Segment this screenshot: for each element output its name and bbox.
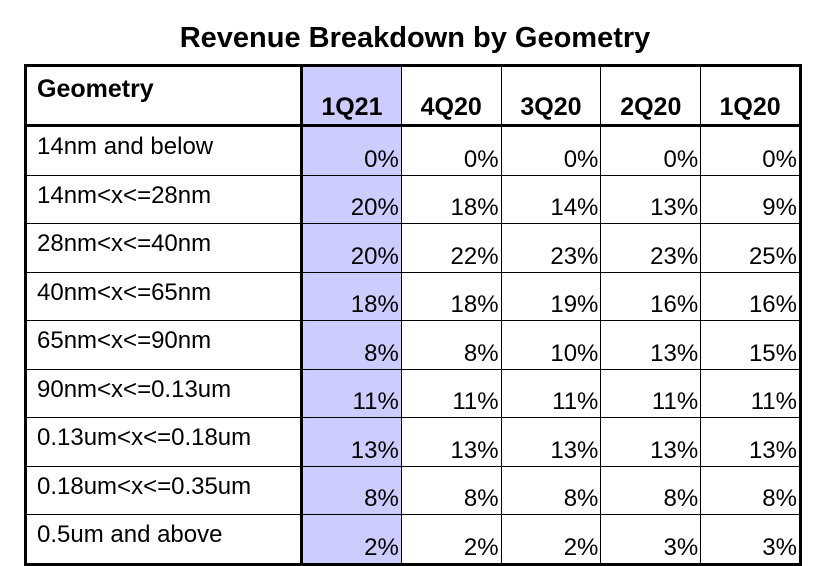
- column-header-1q20: 1Q20: [700, 65, 801, 127]
- value-cell-2q20: 11%: [600, 369, 702, 418]
- geometry-label: 0.5um and above: [25, 514, 303, 564]
- value-cell-1q21: 13%: [301, 417, 402, 467]
- value-cell-2q20: 13%: [600, 320, 702, 370]
- table-row: 0.18um<x<=0.35um 8% 8% 8% 8% 8%: [25, 466, 801, 515]
- geometry-label: 90nm<x<=0.13um: [25, 369, 303, 418]
- table-body: 14nm and below 0% 0% 0% 0% 0% 14nm<x<=28nm 20% 1…: [25, 125, 801, 564]
- value-cell-2q20: 13%: [600, 417, 702, 467]
- table-row: 14nm and below 0% 0% 0% 0% 0%: [25, 125, 801, 176]
- value-cell-3q20: 19%: [501, 272, 602, 321]
- geometry-label: 14nm and below: [25, 125, 303, 176]
- value-cell-3q20: 13%: [501, 417, 602, 467]
- value-cell-1q21: 8%: [301, 320, 402, 370]
- value-cell-4q20: 0%: [401, 125, 502, 176]
- value-cell-1q21: 8%: [301, 466, 402, 515]
- header-row: Geometry 1Q21 4Q20 3Q20 2Q20 1Q20: [25, 65, 801, 127]
- value-cell-4q20: 13%: [401, 417, 502, 467]
- value-cell-1q20: 3%: [762, 533, 797, 561]
- column-header-2q20: 2Q20: [600, 65, 702, 127]
- table-row: 14nm<x<=28nm 20% 18% 14% 13% 9%: [25, 175, 801, 224]
- geometry-label: 65nm<x<=90nm: [25, 320, 303, 370]
- value-cell-4q20: 18%: [401, 175, 502, 224]
- value-cell-4q20: 8%: [401, 466, 502, 515]
- value-cell-1q20: 8%: [700, 466, 801, 515]
- value-cell-2q20: 0%: [600, 125, 702, 176]
- geometry-label: 14nm<x<=28nm: [25, 175, 303, 224]
- table-row: 40nm<x<=65nm 18% 18% 19% 16% 16%: [25, 272, 801, 321]
- value-cell-1q20: 0%: [700, 125, 801, 176]
- value-cell-2q20: 3%: [600, 514, 702, 564]
- table-title: Revenue Breakdown by Geometry: [179, 22, 651, 54]
- column-header-1q21: 1Q21: [301, 65, 402, 127]
- geometry-label: 0.18um<x<=0.35um: [25, 466, 303, 515]
- geometry-column-header: Geometry: [25, 65, 303, 127]
- value-cell-4q20: 2%: [401, 514, 502, 564]
- value-cell-1q21: 2%: [301, 514, 402, 564]
- value-cell-2q20: 13%: [600, 175, 702, 224]
- value-cell-1q21: 11%: [301, 369, 402, 418]
- value-cell-3q20: 14%: [501, 175, 602, 224]
- table-row: 28nm<x<=40nm 20% 22% 23% 23% 25%: [25, 223, 801, 273]
- value-cell-4q20: 11%: [401, 369, 502, 418]
- value-cell-3q20: 8%: [501, 466, 602, 515]
- value-cell-1q21: 20%: [301, 223, 402, 273]
- table-row: 0.13um<x<=0.18um 13% 13% 13% 13% 13%: [25, 417, 801, 467]
- value-cell-2q20: 23%: [600, 223, 702, 273]
- value-cell-3q20: 23%: [501, 223, 602, 273]
- value-cell-3q20: 11%: [501, 369, 602, 418]
- geometry-label: 28nm<x<=40nm: [25, 223, 303, 273]
- value-cell-1q20: 25%: [700, 223, 801, 273]
- revenue-breakdown-table: Geometry 1Q21 4Q20 3Q20 2Q20 1Q20 14nm a…: [24, 64, 802, 566]
- value-cell-2q20: 8%: [600, 466, 702, 515]
- value-cell-1q20: 13%: [700, 417, 801, 467]
- value-cell-1q20: 16%: [700, 272, 801, 321]
- value-cell-4q20: 22%: [401, 223, 502, 273]
- value-cell-4q20: 18%: [401, 272, 502, 321]
- value-cell-3q20: 0%: [501, 125, 602, 176]
- value-cell-1q20: 15%: [700, 320, 801, 370]
- geometry-label: 0.13um<x<=0.18um: [25, 417, 303, 467]
- value-cell-1q21: 20%: [301, 175, 402, 224]
- column-header-3q20: 3Q20: [501, 65, 602, 127]
- value-cell-1q20: 11%: [700, 369, 801, 418]
- value-cell-2q20: 16%: [600, 272, 702, 321]
- column-header-4q20: 4Q20: [401, 65, 502, 127]
- value-cell-4q20: 8%: [401, 320, 502, 370]
- table-row: 90nm<x<=0.13um 11% 11% 11% 11% 11%: [25, 369, 801, 418]
- table-row: 0.5um and above 2% 2% 2% 3% 3%: [25, 514, 801, 564]
- value-cell-1q21: 18%: [301, 272, 402, 321]
- value-cell-3q20: 2%: [501, 514, 602, 564]
- table-row: 65nm<x<=90nm 8% 8% 10% 13% 15%: [25, 320, 801, 370]
- value-cell-1q20: 9%: [700, 175, 801, 224]
- value-cell-1q21: 0%: [301, 125, 402, 176]
- value-cell-3q20: 10%: [501, 320, 602, 370]
- geometry-label: 40nm<x<=65nm: [25, 272, 303, 321]
